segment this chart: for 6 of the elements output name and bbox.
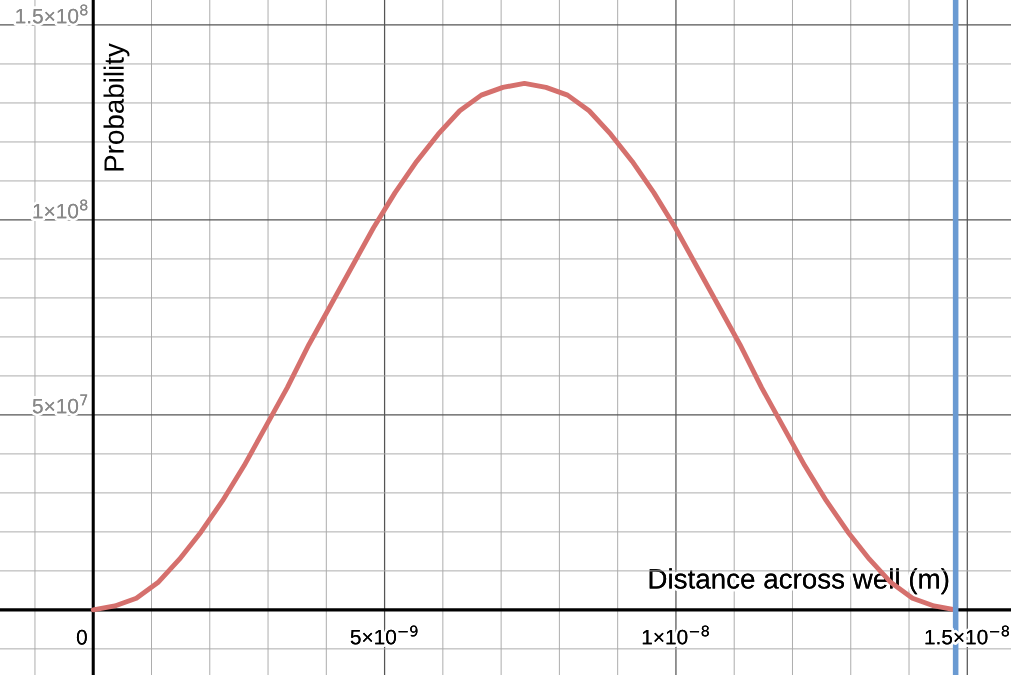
y-axis-title: Probability: [103, 43, 130, 171]
x-tick-label: 0: [76, 629, 87, 645]
x-tick-label: 1×10$^{−8}$: [642, 625, 709, 645]
y-tick-label: 5×10$^{7}$: [32, 394, 88, 414]
y-tick-label: 1.5×10$^{8}$: [16, 4, 88, 24]
y-tick-label: 1×10$^{8}$: [33, 199, 88, 219]
